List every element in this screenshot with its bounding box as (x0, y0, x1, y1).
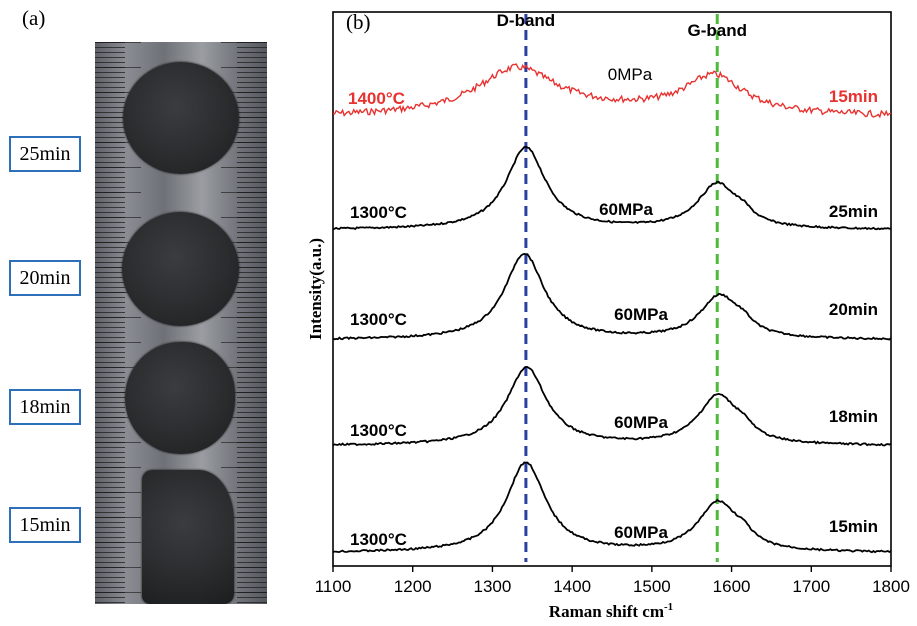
panel-b-label: (b) (346, 10, 371, 34)
x-axis-label-superscript: -1 (664, 601, 673, 613)
pressure-label-4: 60MPa (614, 413, 668, 432)
spectrum-line-2 (332, 145, 892, 231)
spectrum-line-3 (332, 252, 892, 341)
spectra (332, 63, 892, 554)
plot-frame (332, 11, 892, 567)
spectrum-line-5 (332, 461, 892, 554)
ref-label-d-band: D-band (497, 11, 556, 30)
temperature-label-5: 1300°C (350, 530, 407, 549)
temperature-label-4: 1300°C (350, 421, 407, 440)
ref-label-g-band: G-band (687, 21, 747, 40)
sample-label-1: 25min (9, 136, 81, 172)
sample-label-2: 20min (9, 260, 81, 296)
reference-lines: D-band G-band (497, 11, 747, 562)
x-tick-label-1400: 1400 (553, 577, 591, 596)
x-tick-label-1600: 1600 (713, 577, 751, 596)
time-label-1: 15min (829, 87, 878, 106)
pressure-label-1: 0MPa (608, 65, 653, 84)
sample-disc-1 (123, 62, 239, 174)
time-label-5: 15min (829, 517, 878, 536)
spectrum-line-4 (332, 366, 892, 447)
x-axis-label: Raman shift cm-1 (549, 601, 673, 621)
x-tick-label-1200: 1200 (394, 577, 432, 596)
temperature-label-1: 1400°C (348, 89, 405, 108)
time-label-2: 25min (829, 202, 878, 221)
x-tick-label-1700: 1700 (792, 577, 830, 596)
x-axis-label-text: Raman shift cm (549, 602, 664, 621)
sample-label-3: 18min (9, 389, 81, 425)
panel-a-label: (a) (22, 6, 46, 30)
sample-photo (95, 42, 267, 604)
x-tick-label-1100: 1100 (315, 577, 352, 596)
x-tick-label-1500: 1500 (633, 577, 671, 596)
temperature-label-2: 1300°C (350, 203, 407, 222)
sample-disc-3 (125, 342, 235, 454)
sample-disc-4 (142, 470, 234, 604)
x-axis: 1100 1200 1300 1400 1500 1600 1700 1800 (315, 566, 910, 596)
sample-disc-2 (122, 212, 239, 326)
pressure-label-2: 60MPa (599, 200, 653, 219)
pressure-label-5: 60MPa (614, 523, 668, 542)
temperature-label-3: 1300°C (350, 310, 407, 329)
pressure-label-3: 60MPa (614, 305, 668, 324)
x-tick-label-1800: 1800 (872, 577, 910, 596)
series-labels: 1400°C 0MPa 15min 1300°C 60MPa 25min 1300°C 60M… (348, 65, 878, 549)
time-label-4: 18min (829, 407, 878, 426)
time-label-3: 20min (829, 300, 878, 319)
y-axis-label: Intensity(a.u.) (306, 238, 325, 340)
spectrum-line-1 (332, 63, 892, 119)
sample-label-4: 15min (9, 507, 81, 543)
x-tick-label-1300: 1300 (474, 577, 512, 596)
